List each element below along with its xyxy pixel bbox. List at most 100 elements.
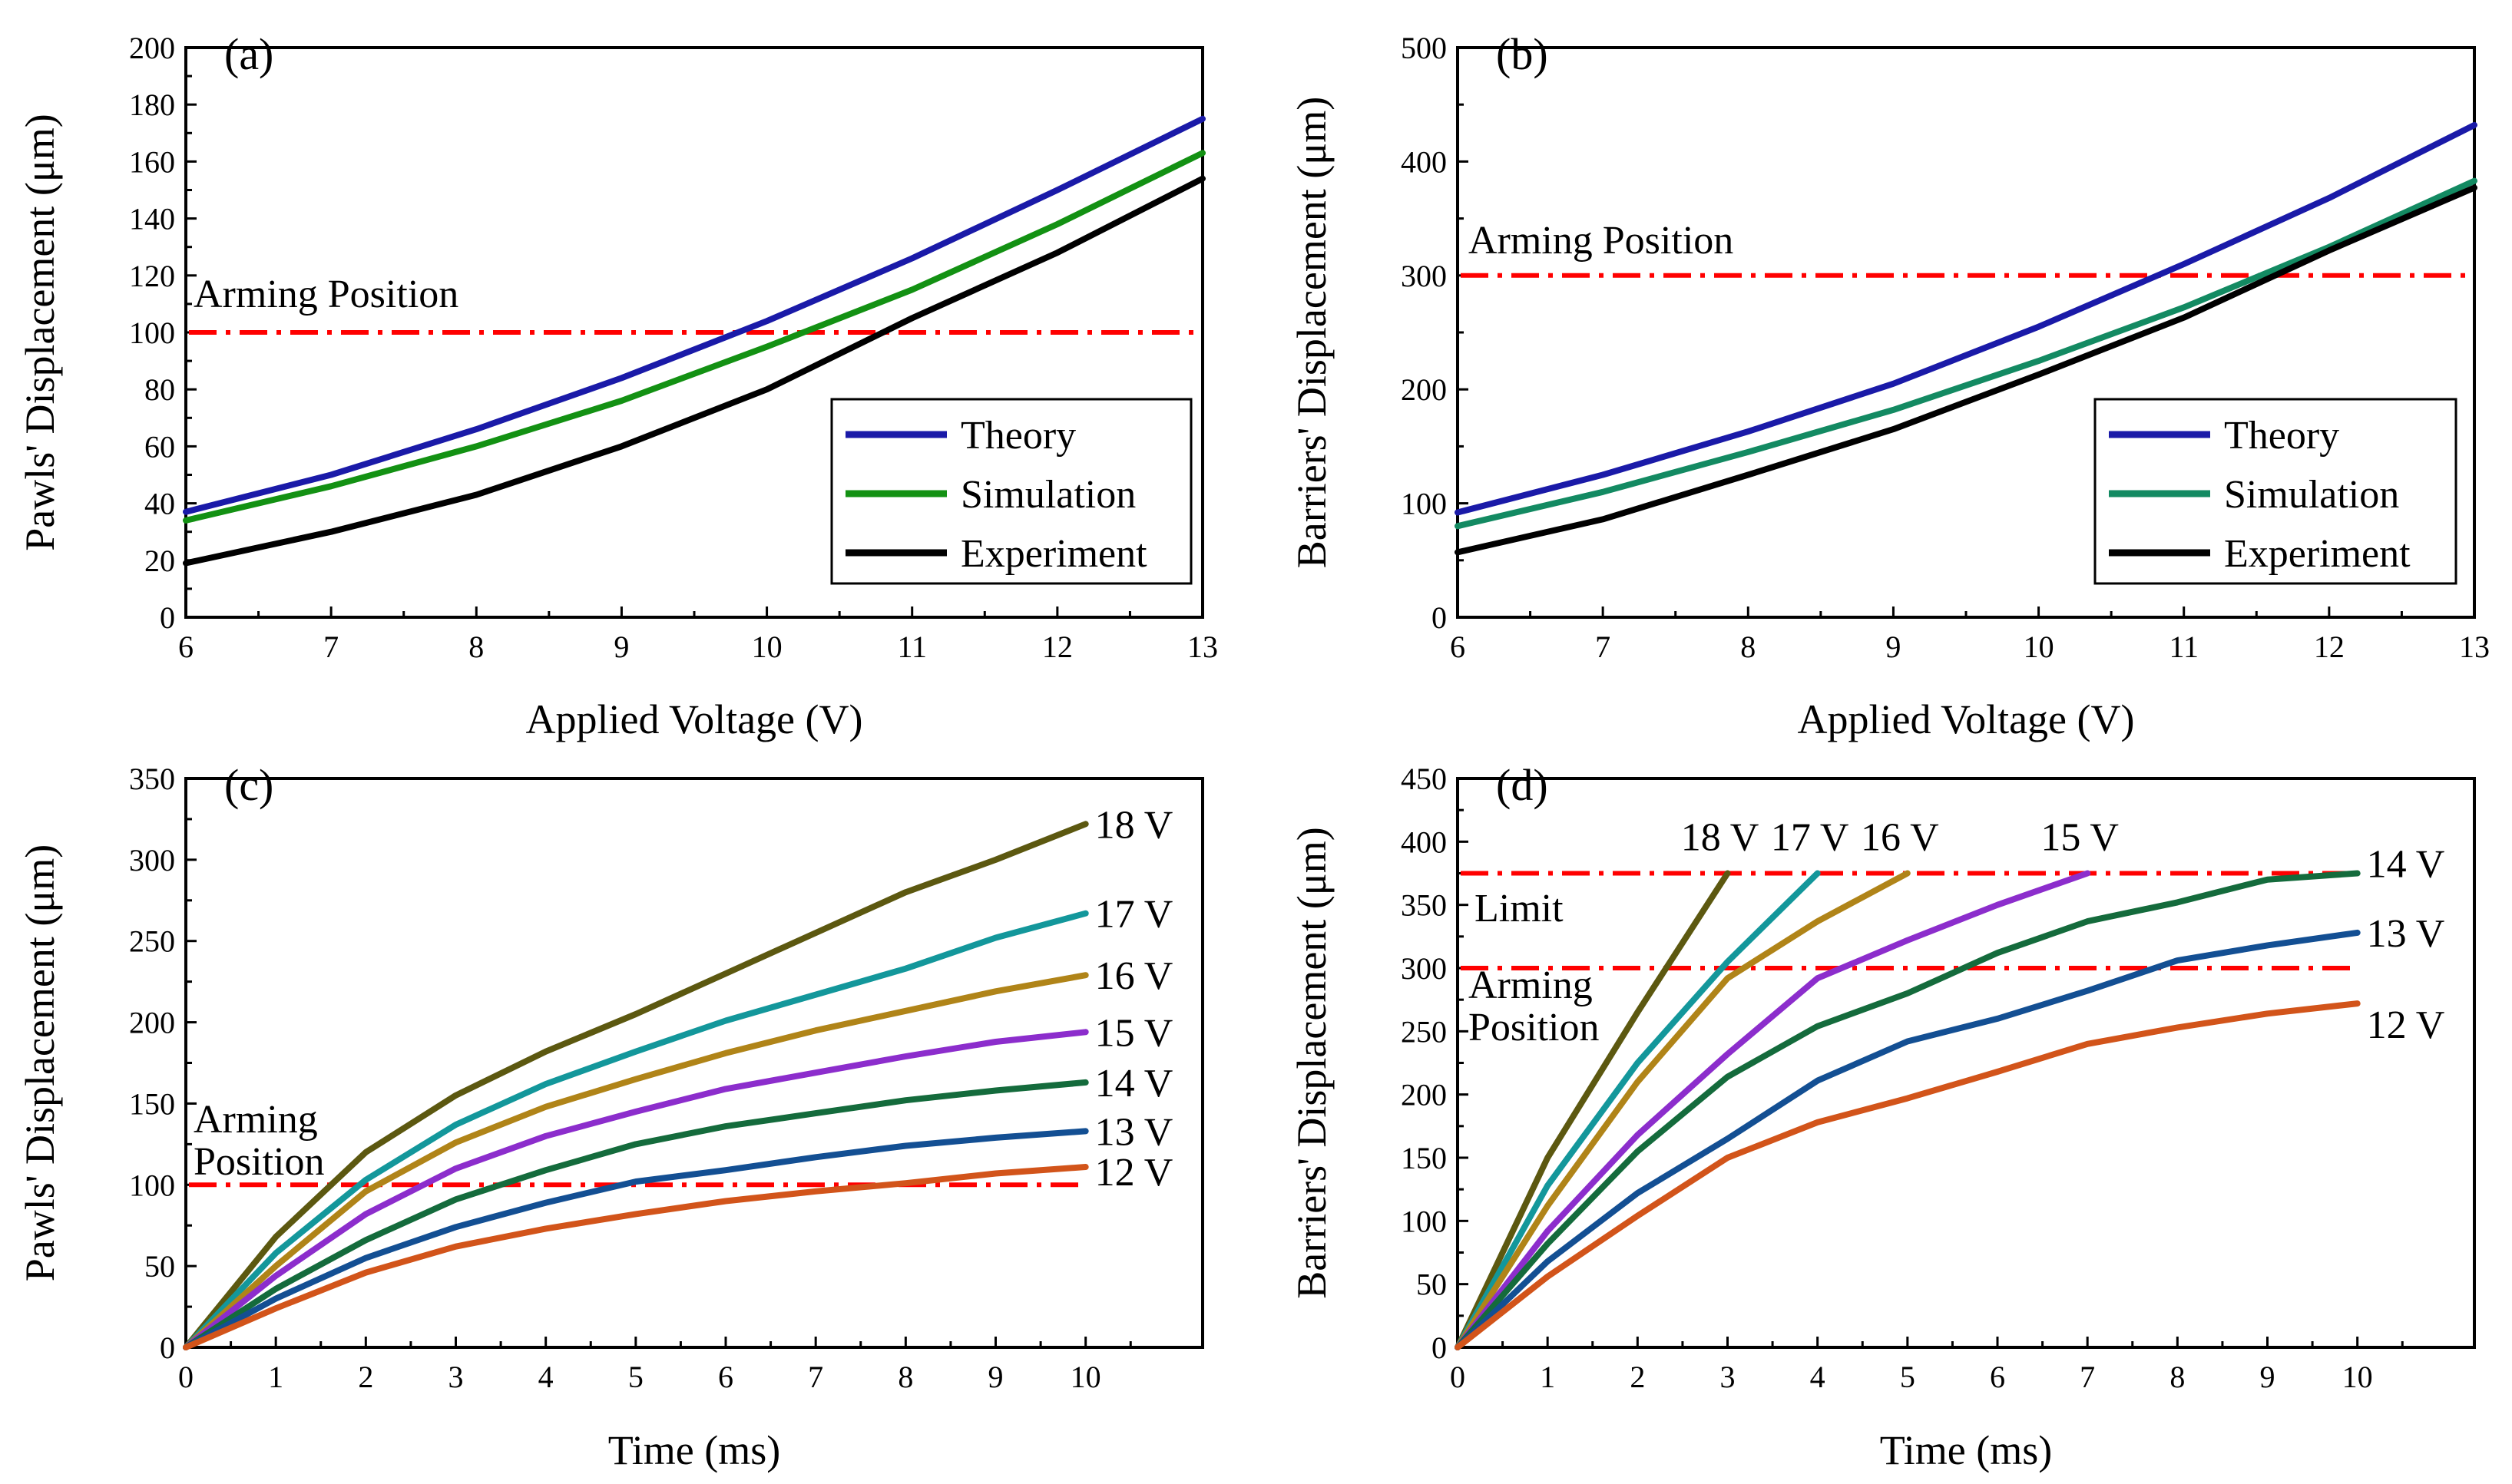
x-tick-label: 13 — [1187, 630, 1218, 664]
x-tick-label: 3 — [448, 1360, 464, 1394]
series-line-experiment — [1455, 184, 2477, 556]
panel-label: (b) — [1496, 29, 1548, 79]
y-tick-label: 150 — [129, 1086, 175, 1121]
x-tick-label: 6 — [718, 1360, 733, 1394]
y-tick-label: 300 — [129, 843, 175, 878]
x-axis-label: Time (ms) — [608, 1427, 781, 1473]
y-tick-label: 400 — [1401, 825, 1447, 859]
series-end-label: 13 V — [2367, 912, 2445, 956]
reference-line-label: Arming Position — [194, 273, 458, 316]
y-tick-label: 100 — [1401, 487, 1447, 521]
x-tick-label: 6 — [1450, 630, 1465, 664]
y-tick-label: 300 — [1401, 259, 1447, 293]
series-line-simulation — [183, 150, 1206, 524]
series-line-13-v — [1455, 929, 2361, 1350]
legend: Theory Simulation Experiment — [2093, 398, 2457, 585]
series-line-15-v — [183, 1029, 1089, 1350]
x-axis-label: Applied Voltage (V) — [526, 696, 863, 742]
y-tick-label: 60 — [144, 429, 175, 464]
series-end-label: 18 V — [1681, 816, 1759, 860]
reference-line-label-part: Position — [1468, 1006, 1600, 1049]
x-tick-label: 0 — [178, 1360, 194, 1394]
series-line-13-v — [183, 1128, 1089, 1350]
legend-entry-label: Theory — [2224, 414, 2339, 458]
reference-line-label-part: Position — [194, 1140, 325, 1184]
reference-line-label-part: Arming — [194, 1098, 318, 1142]
series-line-12-v — [1455, 1000, 2361, 1350]
axes-frame — [1456, 777, 2476, 1349]
y-axis-label: Pawls' Displacement (μm) — [17, 844, 63, 1282]
y-tick-label: 500 — [1401, 31, 1447, 65]
series-end-label: 17 V — [1771, 816, 1849, 860]
y-tick-label: 40 — [144, 487, 175, 521]
y-tick-label: 180 — [129, 88, 175, 122]
y-tick-label: 50 — [144, 1249, 175, 1284]
legend-entry-label: Simulation — [2224, 473, 2399, 517]
series-end-label: 18 V — [1095, 803, 1173, 847]
y-axis-label: Pawls' Displacement (μm) — [17, 114, 63, 551]
x-tick-label: 8 — [2169, 1360, 2185, 1394]
series-line-15-v — [1455, 870, 2091, 1350]
y-tick-label: 350 — [129, 762, 175, 796]
x-axis-label: Applied Voltage (V) — [1798, 696, 2135, 742]
y-axis-label: Barriers' Displacement (μm) — [1289, 827, 1335, 1298]
legend-entry-label: Experiment — [2224, 532, 2411, 576]
legend: Theory Simulation Experiment — [830, 398, 1193, 585]
x-tick-label: 13 — [2459, 630, 2490, 664]
x-tick-label: 6 — [178, 630, 194, 664]
x-tick-label: 3 — [1720, 1360, 1736, 1394]
reference-line-label-part: Arming — [1468, 963, 1593, 1007]
x-tick-label: 0 — [1450, 1360, 1465, 1394]
series-line-theory — [1455, 121, 2477, 516]
x-tick-label: 7 — [323, 630, 339, 664]
series-end-label: 15 V — [2040, 816, 2119, 860]
x-tick-label: 5 — [1900, 1360, 1915, 1394]
series-end-label: 17 V — [1095, 893, 1173, 937]
y-tick-label: 450 — [1401, 762, 1447, 796]
series-line-16-v — [183, 972, 1089, 1350]
y-tick-label: 200 — [129, 1006, 175, 1040]
y-tick-label: 0 — [160, 600, 175, 635]
x-tick-label: 9 — [2260, 1360, 2275, 1394]
x-tick-label: 7 — [1595, 630, 1610, 664]
x-tick-label: 7 — [2080, 1360, 2095, 1394]
y-tick-label: 50 — [1416, 1268, 1447, 1302]
y-tick-label: 120 — [129, 259, 175, 293]
series-line-14-v — [183, 1079, 1089, 1350]
series-line-experiment — [183, 175, 1206, 567]
series-end-label: 15 V — [1095, 1011, 1173, 1055]
x-tick-label: 1 — [1540, 1360, 1555, 1394]
reference-line-label: Arming Position — [1468, 219, 1733, 263]
y-tick-label: 300 — [1401, 951, 1447, 986]
series-end-label: 12 V — [2367, 1003, 2445, 1047]
series-line-theory — [183, 115, 1206, 515]
x-tick-label: 10 — [2024, 630, 2054, 664]
series-line-16-v — [1455, 870, 1911, 1350]
series-end-label: 13 V — [1095, 1110, 1173, 1154]
y-tick-label: 200 — [129, 31, 175, 65]
y-tick-label: 250 — [129, 924, 175, 959]
x-tick-label: 9 — [1885, 630, 1901, 664]
reference-line-label: Limit — [1474, 887, 1564, 930]
x-tick-label: 5 — [628, 1360, 644, 1394]
x-axis-label: Time (ms) — [1880, 1427, 2053, 1473]
series-end-label: 16 V — [1095, 954, 1173, 998]
series-end-label: 14 V — [2367, 843, 2445, 887]
reference-line-label: Arming Position — [1468, 963, 1600, 1049]
series-line-17-v — [1455, 870, 1821, 1350]
x-tick-label: 4 — [1810, 1360, 1825, 1394]
panel-d: 0 1 2 3 4 5 6 7 8 9 10050100150200250300350400450T… — [1289, 760, 2476, 1473]
y-tick-label: 200 — [1401, 372, 1447, 407]
panel-a: 6 7 8 9 10 11 12 13 0 20 40 60 80 100 120 140 160 180 200 A… — [17, 29, 1218, 742]
x-tick-label: 1 — [268, 1360, 283, 1394]
x-tick-label: 8 — [898, 1360, 913, 1394]
y-tick-label: 200 — [1401, 1078, 1447, 1112]
y-tick-label: 100 — [1401, 1204, 1447, 1238]
legend-entry-label: Theory — [961, 414, 1076, 458]
series-end-label: 16 V — [1861, 816, 1939, 860]
panel-label: (d) — [1496, 760, 1548, 810]
x-tick-label: 6 — [1990, 1360, 2005, 1394]
y-tick-label: 20 — [144, 544, 175, 578]
x-tick-label: 11 — [897, 630, 927, 664]
y-tick-label: 0 — [1431, 1330, 1447, 1365]
